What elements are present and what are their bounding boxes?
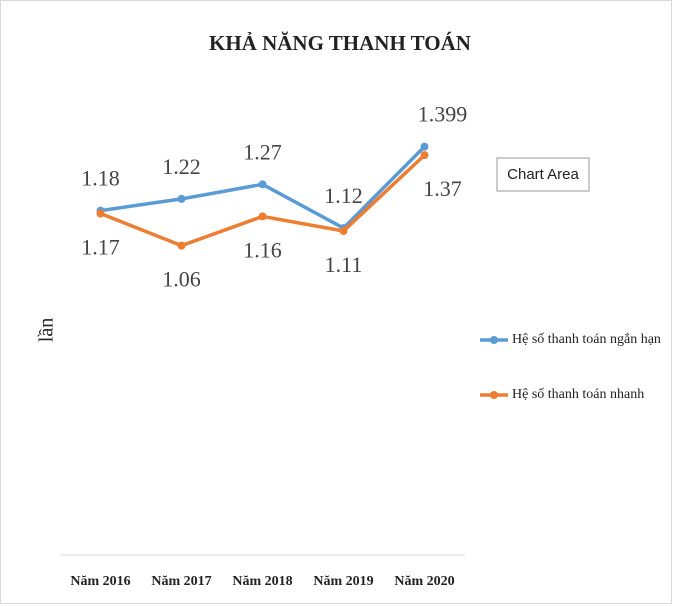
data-label: 1.27: [243, 139, 282, 164]
data-label: 1.16: [243, 237, 282, 262]
marker: [96, 209, 105, 218]
data-label: 1.399: [418, 102, 468, 127]
x-tick-label: Năm 2017: [151, 574, 211, 589]
data-label: 1.18: [81, 166, 120, 191]
legend-marker: [490, 391, 498, 399]
marker: [177, 194, 186, 203]
legend-label: Hệ số thanh toán nhanh: [512, 387, 644, 402]
x-tick-label: Năm 2019: [313, 574, 373, 589]
marker: [177, 241, 186, 250]
marker: [420, 151, 429, 160]
tooltip: Chart Area: [507, 166, 579, 183]
marker: [339, 227, 348, 236]
y-axis-label: lần: [36, 318, 58, 342]
data-label: 1.37: [423, 176, 462, 201]
data-label: 1.12: [324, 183, 363, 208]
tooltip-box: [496, 157, 590, 192]
x-tick-label: Năm 2016: [70, 574, 130, 589]
chart-title: KHẢ NĂNG THANH TOÁN: [209, 31, 471, 55]
legend-label: Hệ số thanh toán ngắn hạn: [512, 332, 661, 347]
marker: [258, 212, 267, 221]
data-label: 1.11: [325, 252, 363, 277]
data-label: 1.06: [162, 267, 201, 292]
data-label: 1.22: [162, 154, 201, 179]
x-tick-label: Năm 2020: [394, 574, 454, 589]
legend-marker: [490, 336, 498, 344]
marker: [420, 142, 429, 151]
x-tick-label: Năm 2018: [232, 574, 292, 589]
marker: [258, 180, 267, 189]
data-label: 1.17: [81, 235, 120, 260]
